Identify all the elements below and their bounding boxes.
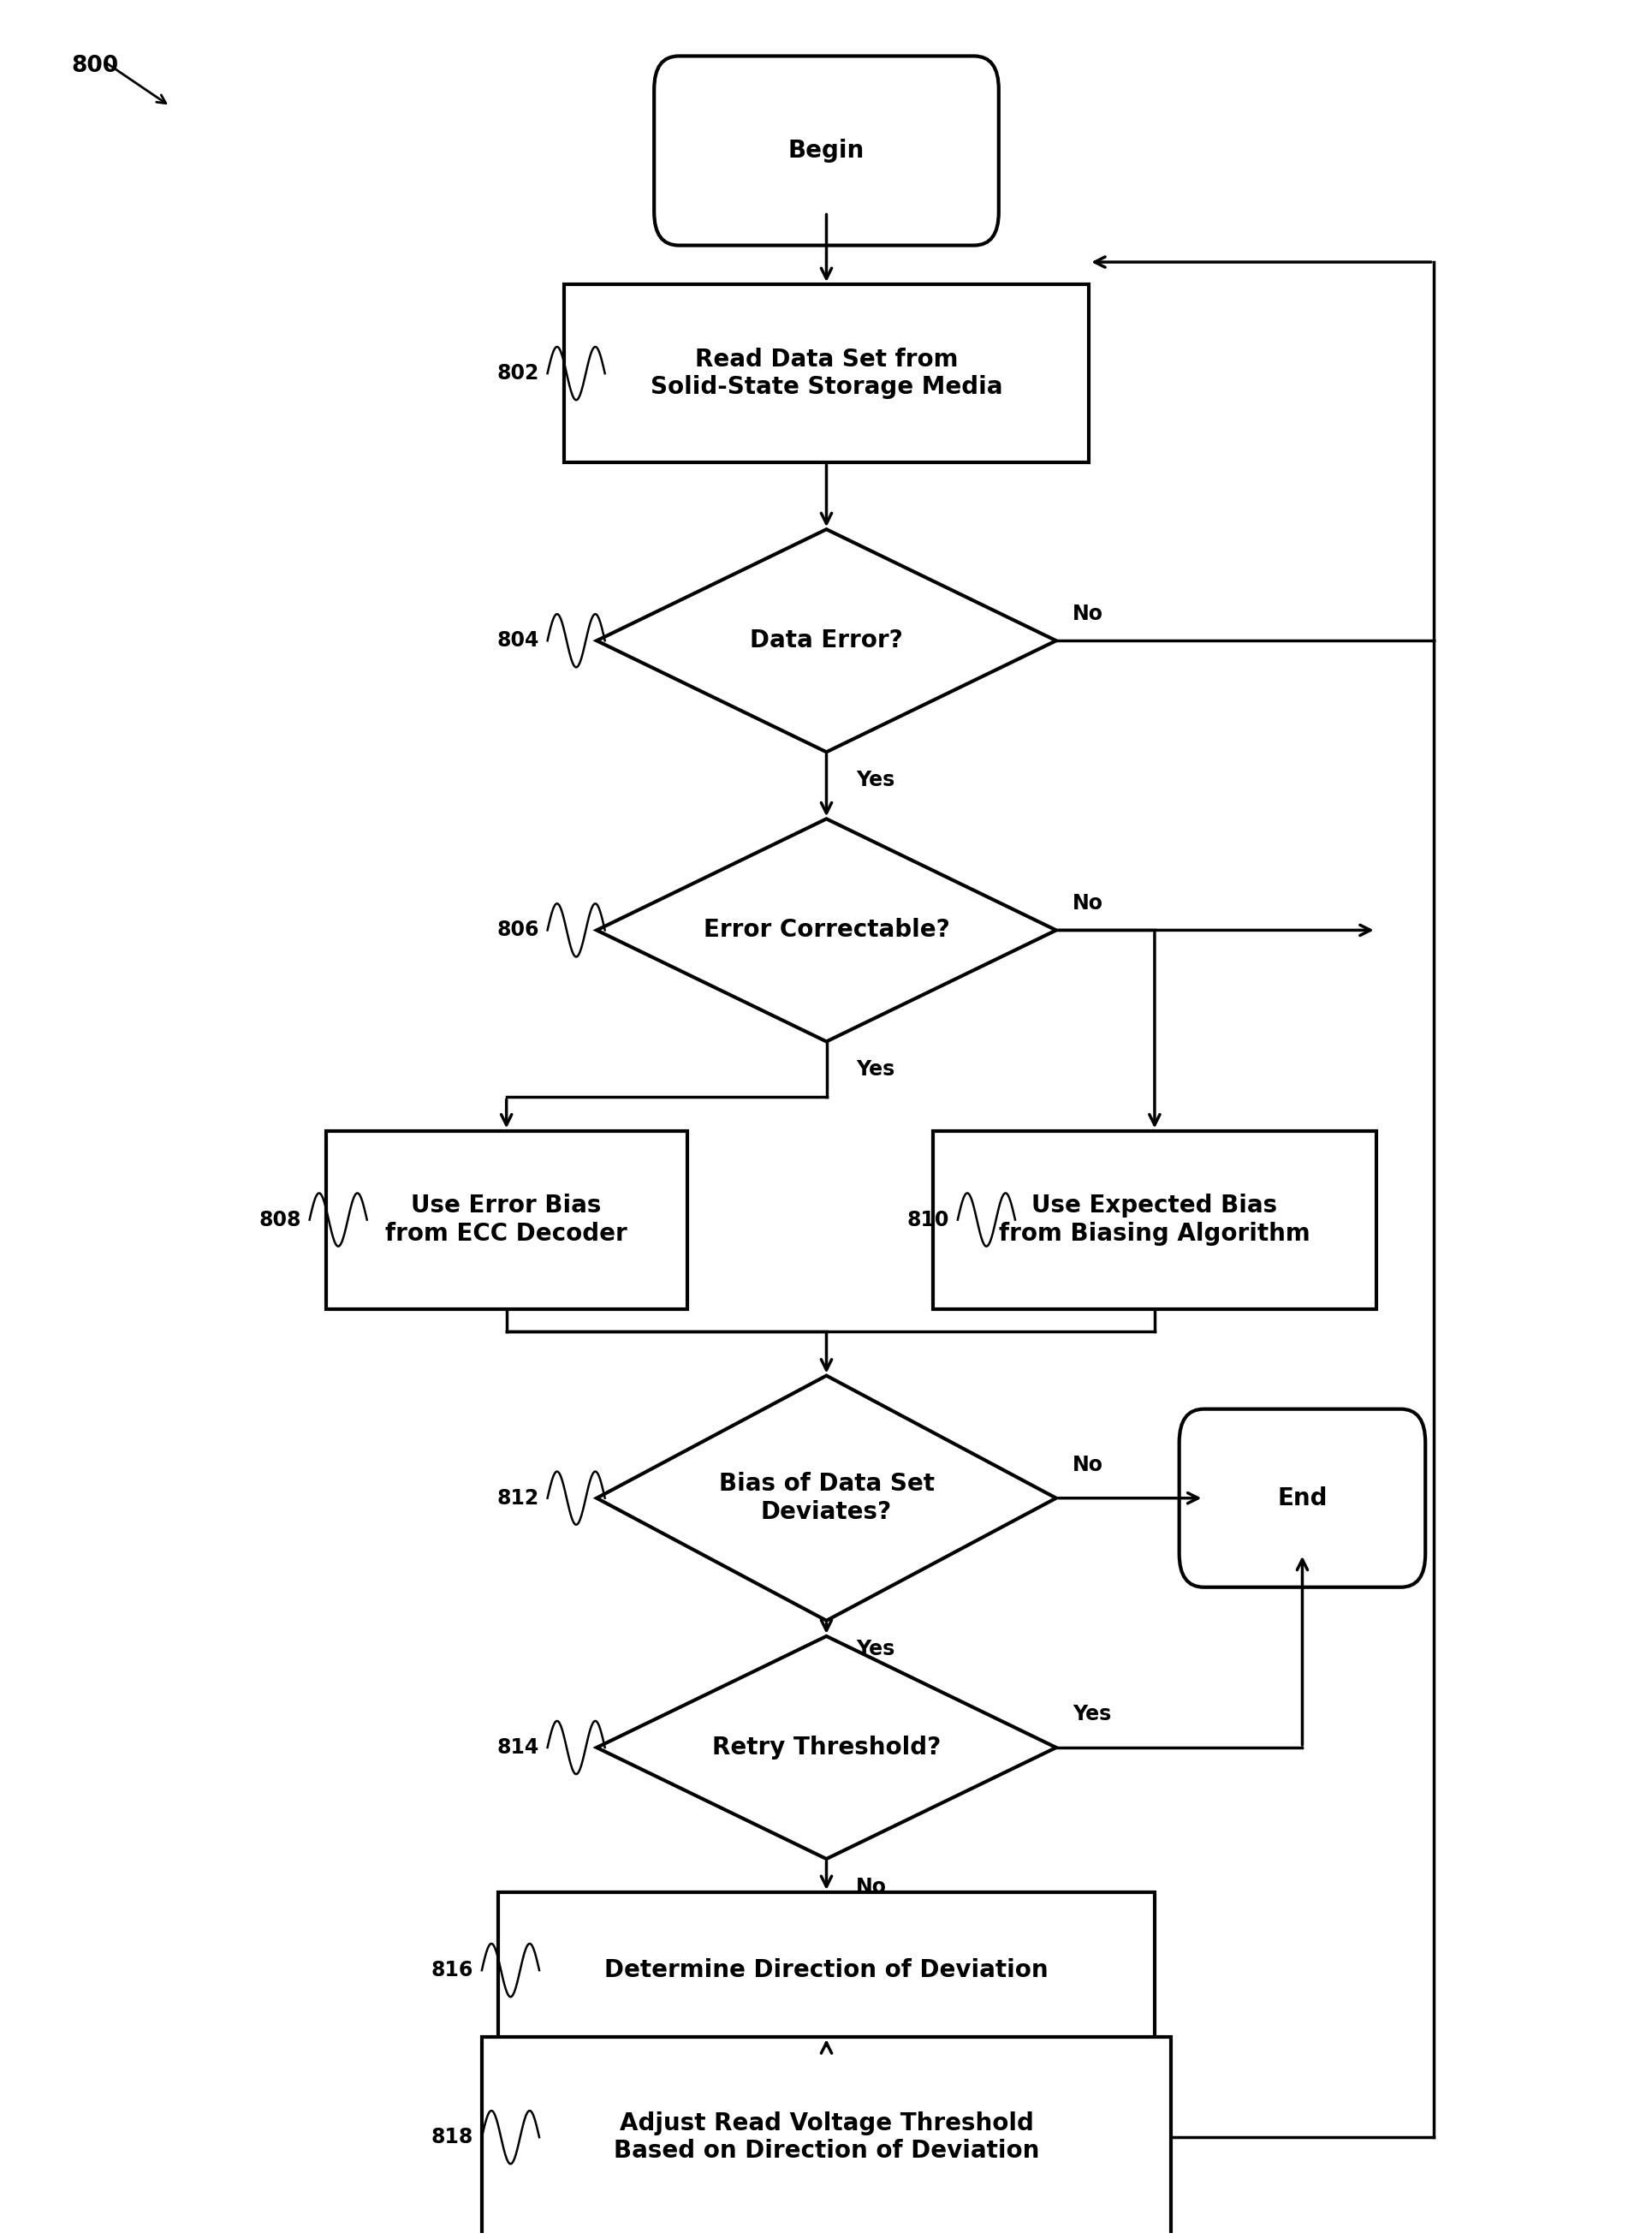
Text: Yes: Yes [856,1059,894,1079]
Text: Yes: Yes [856,770,894,790]
Text: 812: 812 [497,1489,539,1509]
Text: No: No [1072,605,1104,625]
Text: Begin: Begin [788,139,864,163]
Polygon shape [596,528,1056,752]
Text: 816: 816 [431,1959,474,1982]
Bar [482,2037,1170,2237]
Text: Yes: Yes [856,1639,894,1659]
Text: Use Expected Bias
from Biasing Algorithm: Use Expected Bias from Biasing Algorithm [998,1193,1310,1245]
Text: Adjust Read Voltage Threshold
Based on Direction of Deviation: Adjust Read Voltage Threshold Based on D… [613,2111,1039,2163]
Text: 810: 810 [907,1209,948,1229]
Polygon shape [596,1375,1056,1621]
Text: 818: 818 [431,2127,474,2147]
Text: Retry Threshold?: Retry Threshold? [712,1735,940,1760]
FancyBboxPatch shape [654,56,998,246]
Polygon shape [596,819,1056,1041]
Text: No: No [856,1876,887,1896]
Text: Yes: Yes [1072,1704,1110,1724]
Text: 800: 800 [71,56,119,76]
Text: 808: 808 [259,1209,301,1229]
Text: Read Data Set from
Solid-State Storage Media: Read Data Set from Solid-State Storage M… [649,347,1003,399]
Text: Determine Direction of Deviation: Determine Direction of Deviation [605,1959,1047,1982]
Text: 814: 814 [497,1737,539,1758]
Bar [563,284,1089,463]
Polygon shape [596,1637,1056,1858]
Text: 806: 806 [497,920,539,940]
Bar [325,1131,687,1310]
Text: Use Error Bias
from ECC Decoder: Use Error Bias from ECC Decoder [385,1193,628,1245]
Text: End: End [1277,1487,1327,1509]
FancyBboxPatch shape [1178,1408,1424,1587]
Bar [933,1131,1376,1310]
Text: No: No [1072,1455,1104,1476]
Text: Bias of Data Set
Deviates?: Bias of Data Set Deviates? [719,1473,933,1525]
Text: 804: 804 [497,631,539,652]
Text: Error Correctable?: Error Correctable? [702,918,950,943]
Text: 802: 802 [497,363,539,383]
Text: Data Error?: Data Error? [750,629,902,652]
Bar [497,1892,1155,2049]
Text: No: No [1072,893,1104,914]
